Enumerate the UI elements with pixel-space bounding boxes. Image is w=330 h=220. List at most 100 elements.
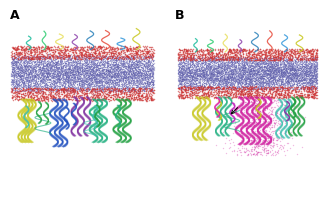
Point	[311, 58, 316, 61]
Point	[189, 85, 194, 88]
Point	[22, 73, 27, 76]
Point	[203, 95, 208, 99]
Point	[138, 63, 143, 67]
Point	[81, 80, 86, 84]
Point	[13, 81, 18, 85]
Point	[270, 70, 276, 74]
Point	[188, 82, 193, 86]
Point	[73, 95, 78, 98]
Point	[243, 56, 248, 59]
Point	[301, 78, 306, 81]
Point	[236, 74, 241, 77]
Point	[290, 87, 296, 91]
Point	[177, 70, 182, 73]
Point	[69, 72, 74, 76]
Point	[128, 65, 133, 69]
Point	[86, 75, 92, 79]
Point	[196, 56, 201, 60]
Point	[306, 50, 312, 54]
Point	[201, 74, 206, 77]
Point	[264, 64, 270, 67]
Point	[65, 88, 70, 92]
Point	[126, 86, 132, 90]
Point	[189, 58, 195, 62]
Point	[67, 81, 72, 84]
Point	[260, 63, 265, 67]
Point	[67, 86, 72, 90]
Point	[271, 61, 276, 64]
Point	[305, 70, 310, 74]
Point	[124, 46, 129, 49]
Point	[289, 121, 294, 124]
Point	[99, 69, 104, 72]
Point	[33, 66, 39, 69]
Point	[262, 78, 268, 81]
Point	[284, 71, 290, 75]
Point	[47, 87, 52, 90]
Point	[135, 67, 140, 70]
Point	[227, 59, 232, 62]
Point	[118, 76, 123, 80]
Point	[143, 81, 148, 85]
Point	[188, 86, 193, 90]
Point	[11, 81, 16, 84]
Point	[135, 59, 141, 62]
Point	[113, 73, 118, 77]
Point	[247, 47, 252, 50]
Point	[132, 54, 137, 57]
Point	[116, 83, 122, 86]
Point	[189, 76, 195, 79]
Point	[43, 64, 48, 67]
Point	[83, 70, 88, 73]
Point	[259, 87, 264, 91]
Point	[293, 55, 298, 59]
Point	[128, 66, 133, 70]
Point	[108, 89, 114, 92]
Point	[49, 49, 54, 52]
Point	[187, 59, 193, 62]
Point	[40, 90, 46, 93]
Point	[190, 88, 195, 92]
Point	[186, 73, 192, 77]
Point	[83, 63, 89, 66]
Point	[131, 90, 136, 93]
Point	[95, 79, 100, 83]
Point	[202, 76, 208, 80]
Point	[37, 81, 42, 84]
Point	[262, 89, 267, 93]
Point	[132, 99, 137, 102]
Point	[297, 61, 302, 64]
Point	[304, 70, 309, 73]
Point	[296, 51, 301, 55]
Point	[177, 52, 182, 56]
Point	[285, 88, 291, 92]
Point	[91, 57, 97, 60]
Point	[270, 74, 276, 78]
Point	[147, 57, 152, 61]
Point	[267, 88, 272, 91]
Point	[296, 73, 302, 76]
Point	[222, 63, 227, 67]
Point	[38, 74, 44, 77]
Point	[18, 79, 23, 83]
Point	[40, 64, 45, 68]
Point	[278, 94, 283, 97]
Point	[140, 92, 145, 96]
Point	[279, 50, 284, 53]
Point	[135, 90, 140, 94]
Point	[248, 72, 253, 76]
Point	[70, 77, 75, 80]
Point	[103, 71, 109, 75]
Point	[186, 67, 191, 70]
Point	[132, 89, 137, 92]
Point	[280, 57, 286, 60]
Point	[282, 65, 287, 69]
Point	[66, 45, 71, 49]
Point	[75, 92, 81, 95]
Point	[44, 68, 49, 72]
Point	[214, 79, 219, 82]
Point	[255, 90, 260, 93]
Point	[266, 125, 271, 128]
Point	[39, 78, 45, 81]
Point	[142, 84, 148, 88]
